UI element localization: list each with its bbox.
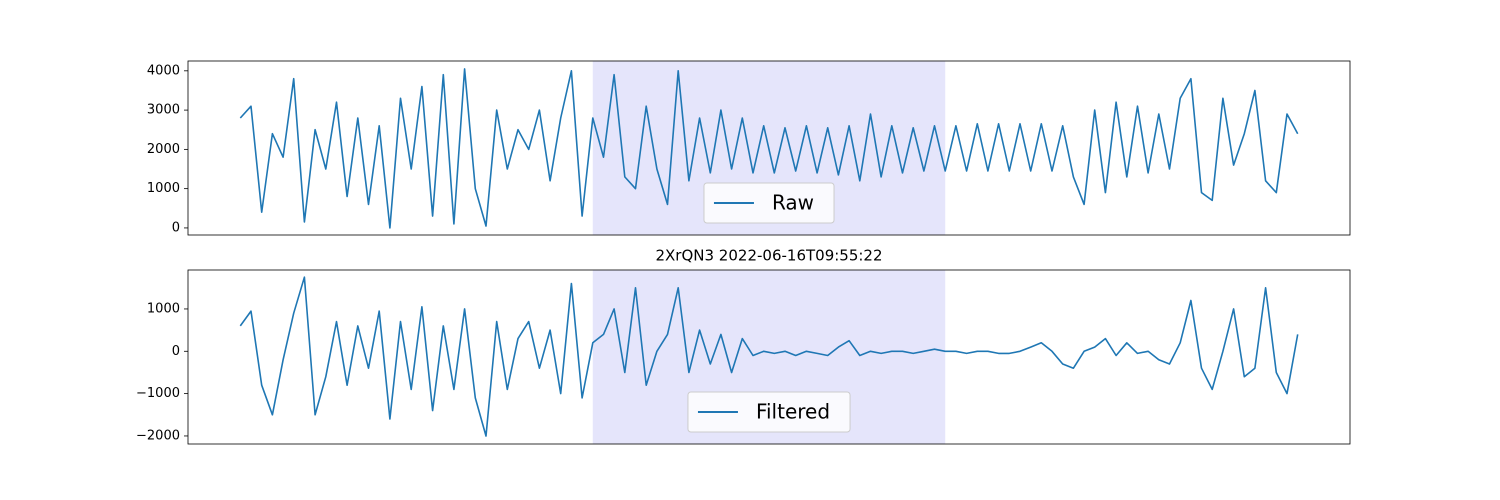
- axes-frame: [187, 269, 1351, 445]
- y-tick-label: 3000: [147, 103, 180, 118]
- legend: Filtered: [687, 391, 851, 433]
- legend-box: [703, 182, 835, 224]
- legend: Raw: [703, 182, 835, 224]
- legend-label: Filtered: [756, 400, 830, 424]
- legend-box: [687, 391, 851, 433]
- y-tick-label: 2000: [147, 142, 180, 157]
- y-tick-label: 1000: [147, 301, 180, 316]
- y-tick-label: 0: [172, 344, 180, 359]
- y-tick-label: −2000: [136, 428, 180, 443]
- axes-frame: [187, 60, 1351, 236]
- y-tick-label: 1000: [147, 181, 180, 196]
- legend-label: Raw: [772, 191, 814, 215]
- y-tick-label: −1000: [136, 386, 180, 401]
- axes-title: 2XrQN3 2022-06-16T09:55:22: [655, 247, 882, 265]
- y-tick-label: 4000: [147, 63, 180, 78]
- y-tick-label: 0: [172, 220, 180, 235]
- series-line: [239, 276, 1299, 437]
- series-line: [239, 68, 1299, 229]
